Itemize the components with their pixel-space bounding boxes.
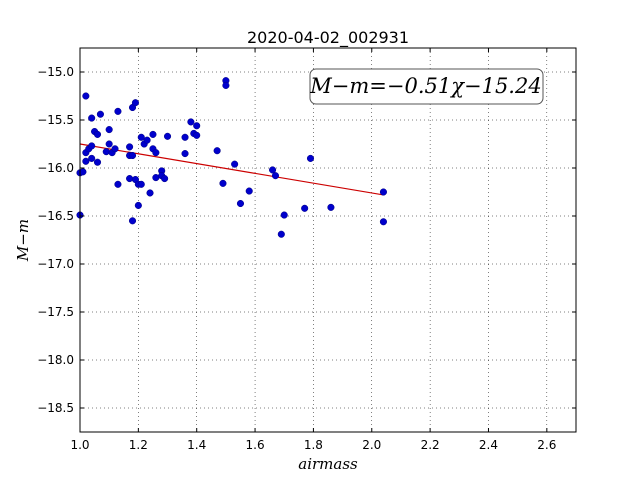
data-point <box>88 154 96 162</box>
y-tick-label: −15.0 <box>37 65 74 79</box>
plot-frame <box>79 47 577 433</box>
data-point <box>137 133 145 141</box>
data-point <box>152 149 160 157</box>
data-point <box>105 126 113 134</box>
data-point <box>327 203 335 211</box>
data-point <box>181 133 189 141</box>
data-point <box>277 230 285 238</box>
annotation-frame <box>309 68 544 105</box>
y-tick-label: −18.5 <box>37 401 74 415</box>
data-point <box>143 136 151 144</box>
ticks: 1.0 1.2 1.4 1.6 1.8 2.0 2.2 2.4 2.6 −15.0 −15.5 −16… <box>37 48 576 452</box>
y-tick-label: −17.0 <box>37 257 74 271</box>
data-point <box>379 188 387 196</box>
x-tick-label: 2.4 <box>479 438 498 452</box>
x-axis-label: airmass <box>298 455 358 473</box>
data-point <box>126 143 134 151</box>
data-point <box>187 118 195 126</box>
x-tick-label: 2.6 <box>537 438 556 452</box>
data-point <box>114 107 122 115</box>
data-point <box>93 130 102 138</box>
data-point <box>146 189 154 197</box>
data-point <box>193 131 201 139</box>
data-point <box>131 99 139 107</box>
y-axis-label: M−m <box>14 219 32 262</box>
data-point <box>181 150 189 158</box>
data-point <box>88 114 96 122</box>
x-tick-label: 1.4 <box>187 438 206 452</box>
data-point <box>149 130 157 138</box>
data-point <box>161 175 169 183</box>
data-point <box>102 148 110 156</box>
data-point <box>236 199 245 208</box>
x-tick-label: 1.0 <box>70 438 89 452</box>
data-point <box>245 187 253 195</box>
x-tick-label: 1.2 <box>129 438 148 452</box>
fit-equation: M−m=−0.51χ−15.24 <box>309 74 541 98</box>
data-point <box>222 81 230 89</box>
grid <box>79 48 576 432</box>
data-point <box>269 166 277 174</box>
data-point <box>306 154 315 162</box>
data-point <box>379 218 387 226</box>
data-point <box>82 92 90 100</box>
x-tick-label: 1.8 <box>304 438 323 452</box>
plot-area <box>80 48 576 432</box>
data-point <box>93 158 102 166</box>
data-point <box>301 204 309 212</box>
data-point <box>219 179 227 187</box>
data-point <box>111 145 119 153</box>
data-point <box>193 122 201 130</box>
data-point <box>96 110 104 118</box>
points-layer <box>76 77 387 238</box>
data-point <box>231 160 239 168</box>
data-point <box>105 140 113 148</box>
data-point <box>134 201 142 209</box>
data-point <box>137 180 145 188</box>
annotation-box: M−m=−0.51χ−15.24 <box>309 68 544 105</box>
data-point <box>126 175 134 183</box>
y-tick-label: −16.0 <box>37 161 74 175</box>
y-tick-label: −16.5 <box>37 209 74 223</box>
data-point <box>82 157 90 165</box>
y-tick-label: −18.0 <box>37 353 74 367</box>
y-tick-label: −15.5 <box>37 113 74 127</box>
chart-title: 2020-04-02_002931 <box>247 28 409 48</box>
data-point <box>79 168 87 176</box>
data-point <box>88 142 96 150</box>
y-tick-label: −17.5 <box>37 305 74 319</box>
data-point <box>128 151 137 160</box>
data-point <box>213 147 221 155</box>
data-point <box>271 172 280 180</box>
x-tick-label: 2.2 <box>421 438 440 452</box>
data-point <box>163 132 172 140</box>
x-tick-label: 1.6 <box>246 438 265 452</box>
data-point <box>128 217 137 225</box>
data-point <box>280 211 288 219</box>
x-tick-label: 2.0 <box>362 438 381 452</box>
data-point <box>114 180 122 188</box>
